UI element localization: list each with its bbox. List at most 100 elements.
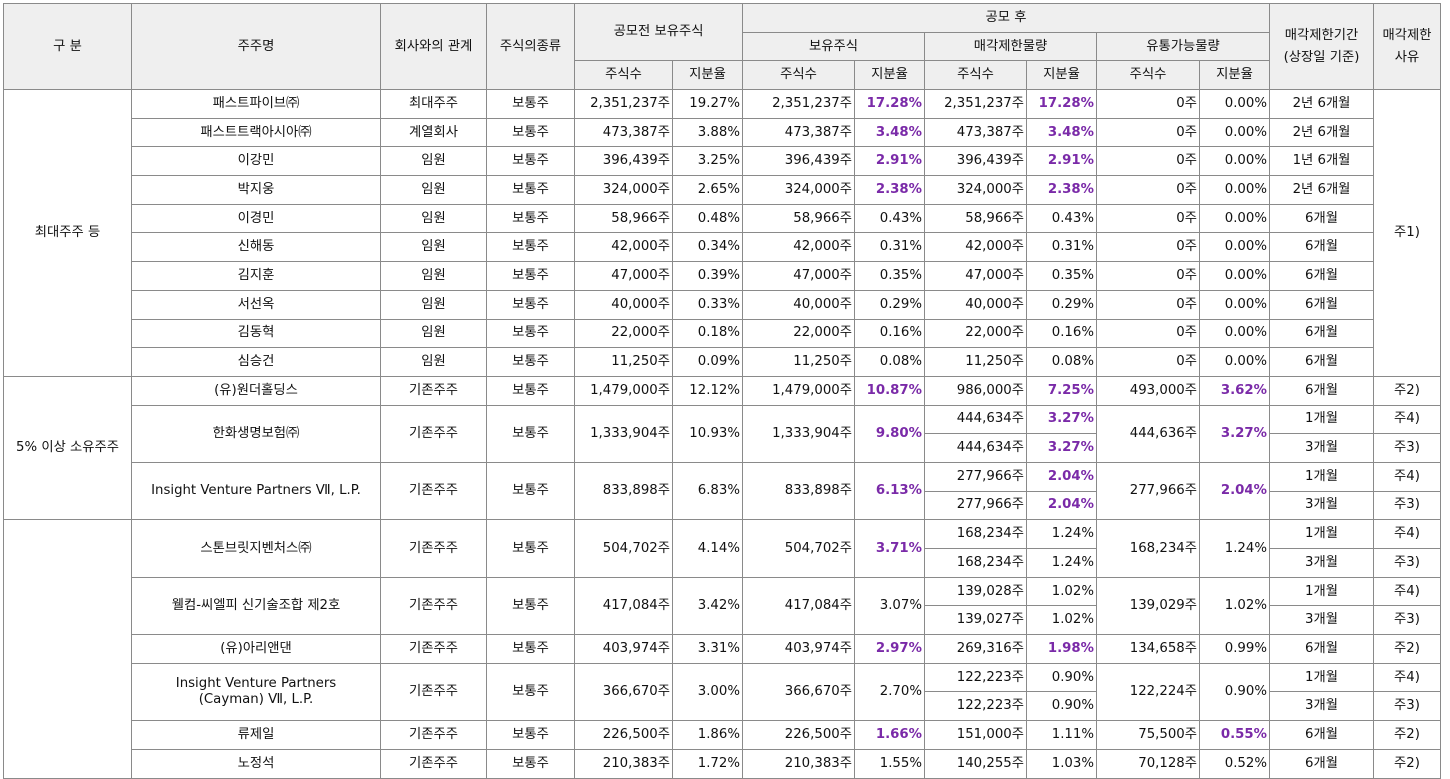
header-stock-type: 주식의종류 xyxy=(486,3,575,90)
restricted-ratio-cell: 0.29% xyxy=(1026,289,1097,320)
table-row: 한화생명보험㈜ 기존주주 보통주 1,333,904주 10.93% 1,333,904주… xyxy=(4,404,1441,463)
restricted-shares-cell: 269,316주 xyxy=(924,634,1027,664)
relation-cell: 임원 xyxy=(380,261,487,291)
table-row: 스톤브릿지벤처스㈜ 기존주주 보통주 504,702주 4.14% 504,702주 3.7… xyxy=(3,519,1441,779)
holder-name: 이경민 xyxy=(131,203,381,234)
post-ratio-cell: 3.48% xyxy=(854,117,925,148)
restricted-shares-cell: 42,000주 xyxy=(924,232,1027,263)
tradable-ratio-cell: 0.00% xyxy=(1199,232,1270,263)
header-shares: 주식수 xyxy=(924,60,1027,90)
pre-ratio-cell: 0.18% xyxy=(672,318,743,349)
holder-name: 패스트트랙아시아㈜ xyxy=(131,117,381,148)
lockup-reason-cell: 주3) xyxy=(1373,605,1441,636)
relation-cell: 임원 xyxy=(380,175,487,205)
pre-ratio-cell: 0.48% xyxy=(672,203,743,234)
stock-type-cell: 보통주 xyxy=(486,519,575,578)
restricted-shares-cell: 151,000주 xyxy=(924,720,1027,750)
restricted-ratio-cell: 2.91% xyxy=(1026,146,1097,177)
table-row: 서선옥 임원 보통주 40,000주 0.33% 40,000주 0.29% 40,000주 0… xyxy=(4,289,1441,320)
post-shares-cell: 42,000주 xyxy=(742,232,855,263)
pre-ratio-cell: 4.14% xyxy=(672,519,743,578)
table-row: 444,634주 3.27% 3개월 주3) xyxy=(4,433,1441,463)
post-shares-cell: 47,000주 xyxy=(742,261,855,291)
post-shares-cell: 833,898주 xyxy=(742,461,855,521)
tradable-ratio-cell: 1.24% xyxy=(1199,519,1270,578)
restricted-shares-cell: 986,000주 xyxy=(924,375,1027,406)
restricted-shares-cell: 473,387주 xyxy=(924,117,1027,148)
restricted-ratio-cell: 2.38% xyxy=(1026,175,1097,205)
lockup-reason-cell: 주4) xyxy=(1373,662,1441,693)
pre-shares-cell: 324,000주 xyxy=(574,175,673,205)
restricted-ratio-cell: 1.24% xyxy=(1026,519,1097,549)
pre-shares-cell: 473,387주 xyxy=(574,117,673,148)
header-held: 보유주식 xyxy=(742,32,925,61)
restricted-ratio-cell: 0.16% xyxy=(1026,318,1097,349)
lockup-period-cell: 6개월 xyxy=(1269,720,1374,750)
lockup-period-cell: 6개월 xyxy=(1269,347,1374,377)
stock-type-cell: 보통주 xyxy=(486,232,575,263)
stock-type-cell: 보통주 xyxy=(486,289,575,320)
stock-type-cell: 보통주 xyxy=(486,404,575,463)
stock-type-cell: 보통주 xyxy=(486,634,575,664)
holder-name: Insight Venture Partners Ⅶ, L.P. xyxy=(131,461,381,521)
table-row: 김동혁 임원 보통주 22,000주 0.18% 22,000주 0.16% 22,000주 0… xyxy=(4,318,1441,349)
lockup-period-cell: 1개월 xyxy=(1269,576,1374,607)
post-ratio-cell: 2.70% xyxy=(854,662,925,722)
stock-type-cell: 보통주 xyxy=(486,89,575,119)
relation-cell: 최대주주 xyxy=(380,89,487,119)
tradable-shares-cell: 134,658주 xyxy=(1096,634,1200,664)
restricted-ratio-cell: 1.24% xyxy=(1026,548,1097,578)
holder-name: 류제일 xyxy=(131,720,381,750)
tradable-shares-cell: 0주 xyxy=(1096,89,1200,119)
post-shares-cell: 473,387주 xyxy=(742,117,855,148)
lockup-period-cell: 6개월 xyxy=(1269,375,1374,406)
post-ratio-cell: 9.80% xyxy=(854,404,925,463)
holder-name: (유)원더홀딩스 xyxy=(131,375,381,406)
relation-cell: 임원 xyxy=(380,347,487,377)
pre-ratio-cell: 6.83% xyxy=(672,461,743,521)
table-row: 신해동 임원 보통주 42,000주 0.34% 42,000주 0.31% 42,000주 0… xyxy=(4,232,1441,263)
restricted-shares-cell: 139,028주 xyxy=(924,576,1027,607)
post-shares-cell: 22,000주 xyxy=(742,318,855,349)
restricted-ratio-cell: 3.48% xyxy=(1026,117,1097,148)
lockup-reason-cell: 주4) xyxy=(1373,576,1441,607)
tradable-shares-cell: 0주 xyxy=(1096,203,1200,234)
restricted-shares-cell: 277,966주 xyxy=(924,490,1027,521)
relation-cell: 기존주주 xyxy=(380,576,487,636)
tradable-shares-cell: 0주 xyxy=(1096,261,1200,291)
tradable-ratio-cell: 0.00% xyxy=(1199,318,1270,349)
restricted-shares-cell: 324,000주 xyxy=(924,175,1027,205)
restricted-shares-cell: 2,351,237주 xyxy=(924,89,1027,119)
tradable-shares-cell: 0주 xyxy=(1096,289,1200,320)
restricted-shares-cell: 58,966주 xyxy=(924,203,1027,234)
post-ratio-cell: 2.91% xyxy=(854,146,925,177)
pre-shares-cell: 417,084주 xyxy=(574,576,673,636)
table-row: 139,027주 1.02% 3개월 주3) xyxy=(4,605,1441,636)
header-ratio: 지분율 xyxy=(1199,60,1270,90)
lockup-reason-cell: 주3) xyxy=(1373,691,1441,722)
restricted-shares-cell: 277,966주 xyxy=(924,461,1027,492)
tradable-ratio-cell: 0.00% xyxy=(1199,146,1270,177)
post-ratio-cell: 17.28% xyxy=(854,89,925,119)
post-shares-cell: 366,670주 xyxy=(742,662,855,722)
tradable-shares-cell: 0주 xyxy=(1096,318,1200,349)
header-pre-ipo: 공모전 보유주식 xyxy=(574,3,743,61)
header-holder: 주주명 xyxy=(131,3,381,90)
table-row: 122,223주 0.90% 3개월 주3) xyxy=(4,691,1441,722)
lockup-period-cell: 2년 6개월 xyxy=(1269,117,1374,148)
restricted-ratio-cell: 17.28% xyxy=(1026,89,1097,119)
tradable-ratio-cell: 0.00% xyxy=(1199,89,1270,119)
lockup-period-cell: 3개월 xyxy=(1269,691,1374,722)
relation-cell: 기존주주 xyxy=(380,375,487,406)
restricted-ratio-cell: 3.27% xyxy=(1026,433,1097,463)
lockup-period-cell: 2년 6개월 xyxy=(1269,175,1374,205)
pre-ratio-cell: 19.27% xyxy=(672,89,743,119)
lockup-period-cell: 2년 6개월 xyxy=(1269,89,1374,119)
tradable-shares-cell: 75,500주 xyxy=(1096,720,1200,750)
pre-ratio-cell: 3.00% xyxy=(672,662,743,722)
header-lockup-reason: 매각제한 사유 xyxy=(1373,3,1441,90)
post-ratio-cell: 3.07% xyxy=(854,576,925,636)
restricted-shares-cell: 11,250주 xyxy=(924,347,1027,377)
pre-ratio-cell: 12.12% xyxy=(672,375,743,406)
post-shares-cell: 58,966주 xyxy=(742,203,855,234)
